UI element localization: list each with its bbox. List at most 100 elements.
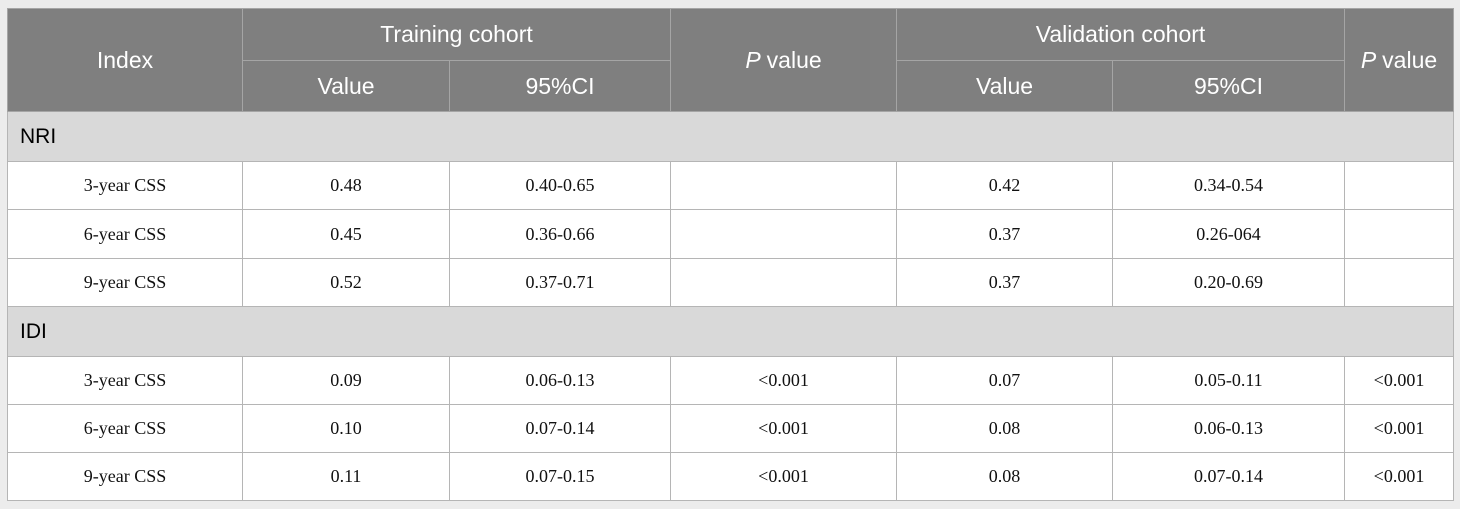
cell-text: 0.52 — [330, 272, 362, 292]
table-cell: 0.20-0.69 — [1112, 258, 1345, 307]
cell-text: 0.40-0.65 — [525, 175, 595, 195]
table-cell: 6-year CSS — [7, 404, 243, 453]
header-text: Training cohort — [380, 21, 533, 47]
header-text: P — [745, 46, 761, 73]
data-row: 9-year CSS 0.52 0.37-0.71 0.37 0.20-0.69 — [7, 258, 1454, 307]
table-cell: 0.07-0.15 — [449, 452, 671, 501]
table-cell: 0.05-0.11 — [1112, 356, 1345, 405]
header-cell: Training cohort — [242, 8, 671, 61]
header-cell: Value — [242, 60, 450, 112]
cell-text: 0.06-0.13 — [1194, 418, 1263, 438]
table-cell: 0.07 — [896, 356, 1113, 405]
table-cell: 0.06-0.13 — [1112, 404, 1345, 453]
header-text: value — [766, 46, 822, 73]
cell-text: 0.07-0.14 — [525, 418, 595, 438]
cell-text: 0.07 — [988, 370, 1021, 390]
table-cell: 6-year CSS — [7, 209, 243, 259]
data-row: 6-year CSS 0.45 0.36-0.66 0.37 0.26-064 — [7, 209, 1454, 259]
cell-text: 0.05-0.11 — [1194, 370, 1263, 390]
section-cell: IDI — [7, 306, 1454, 357]
header-text: Value — [975, 72, 1034, 99]
data-row: 3-year CSS 0.48 0.40-0.65 0.42 0.34-0.54 — [7, 161, 1454, 210]
table-cell: <0.001 — [670, 356, 897, 405]
cell-text: 0.36-0.66 — [525, 223, 595, 244]
table-cell: 0.34-0.54 — [1112, 161, 1345, 210]
table-body: NRI 3-year CSS 0.48 0.40-0.65 0.42 0.34-0.54 6… — [7, 111, 1454, 501]
table-cell: 3-year CSS — [7, 356, 243, 405]
table-cell: <0.001 — [670, 452, 897, 501]
header-cell: Validation cohort — [896, 8, 1345, 61]
table-cell — [1344, 258, 1454, 307]
header-text: Validation cohort — [1035, 21, 1206, 47]
cell-text: 0.45 — [330, 223, 362, 244]
table-cell — [670, 209, 897, 259]
cell-text: 0.06-0.13 — [525, 370, 595, 390]
table-cell: 0.37 — [896, 209, 1113, 259]
cell-text: 0.42 — [988, 175, 1021, 195]
cell-text: 0.37-0.71 — [525, 272, 595, 292]
table-cell: 0.52 — [242, 258, 450, 307]
table-cell: 9-year CSS — [7, 452, 243, 501]
cell-text: 6-year CSS — [83, 418, 167, 438]
table-cell: 0.40-0.65 — [449, 161, 671, 210]
header-text: value — [1382, 46, 1438, 73]
cell-text: 0.10 — [330, 418, 362, 438]
header-cell: Index — [7, 8, 243, 112]
cell-text: 0.08 — [988, 418, 1021, 438]
header-text: Value — [317, 72, 375, 99]
section-title: IDI — [20, 319, 47, 343]
header-text: 95%CI — [525, 72, 595, 99]
cell-text: 3-year CSS — [83, 370, 167, 390]
table-cell: 0.48 — [242, 161, 450, 210]
cell-text: 9-year CSS — [83, 272, 167, 292]
section-title: NRI — [20, 124, 57, 148]
cell-text: 0.11 — [330, 466, 362, 486]
table-cell — [1344, 209, 1454, 259]
table-cell: 0.45 — [242, 209, 450, 259]
table-cell: 0.07-0.14 — [449, 404, 671, 453]
cell-text: <0.001 — [1373, 466, 1425, 486]
table-cell: 0.07-0.14 — [1112, 452, 1345, 501]
table-cell: <0.001 — [1344, 356, 1454, 405]
cell-text: 0.37 — [988, 272, 1021, 292]
table-cell: 0.09 — [242, 356, 450, 405]
table-cell — [1344, 161, 1454, 210]
cell-text: <0.001 — [758, 370, 809, 390]
table-cell: <0.001 — [1344, 404, 1454, 453]
section-cell: NRI — [7, 111, 1454, 162]
table-cell: 0.10 — [242, 404, 450, 453]
cell-text: 0.07-0.15 — [525, 466, 595, 486]
header-cell: Value — [896, 60, 1113, 112]
cell-text: 0.09 — [330, 370, 362, 390]
header-text: 95%CI — [1193, 72, 1264, 99]
table-cell: 0.37-0.71 — [449, 258, 671, 307]
cell-text: 0.08 — [988, 466, 1021, 486]
table-cell: <0.001 — [670, 404, 897, 453]
header-text: P — [1360, 46, 1377, 73]
cell-text: 0.07-0.14 — [1194, 466, 1263, 486]
table-cell: 3-year CSS — [7, 161, 243, 210]
cell-text: <0.001 — [1373, 370, 1425, 390]
table-cell — [670, 258, 897, 307]
table-cell: 0.06-0.13 — [449, 356, 671, 405]
table-cell: 0.11 — [242, 452, 450, 501]
cell-text: 0.34-0.54 — [1194, 175, 1263, 195]
header-text: Index — [96, 46, 154, 73]
cell-text: 0.20-0.69 — [1194, 272, 1263, 292]
table-cell: 0.42 — [896, 161, 1113, 210]
section-row: NRI — [7, 111, 1454, 162]
cell-text: <0.001 — [758, 418, 809, 438]
data-row: 9-year CSS 0.11 0.07-0.15 <0.001 0.08 0.07-0.… — [7, 452, 1454, 501]
cell-text: 0.48 — [330, 175, 362, 195]
cell-text: 9-year CSS — [83, 466, 167, 486]
table-cell: 0.08 — [896, 452, 1113, 501]
data-row: 6-year CSS 0.10 0.07-0.14 <0.001 0.08 0.06-0.… — [7, 404, 1454, 453]
table-cell: 0.37 — [896, 258, 1113, 307]
cell-text: 0.37 — [988, 223, 1021, 244]
table-cell: 0.36-0.66 — [449, 209, 671, 259]
table-cell: 9-year CSS — [7, 258, 243, 307]
